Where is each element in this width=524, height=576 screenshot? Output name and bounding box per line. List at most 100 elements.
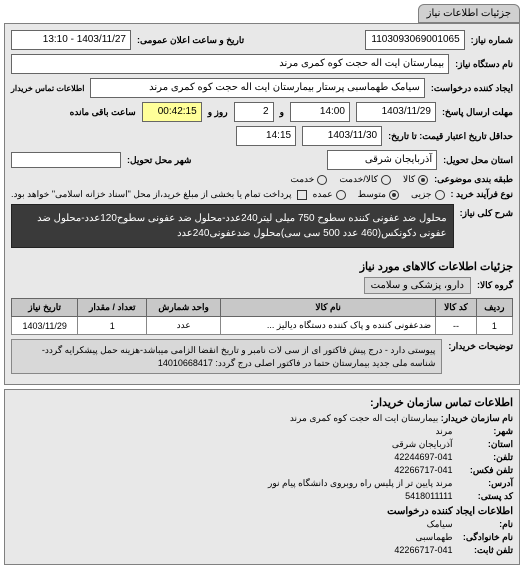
creator-field: سیامک طهماسبی پرستار بیمارستان ایت اله ح… — [90, 78, 424, 98]
tel-val: 42244697-041 — [394, 452, 452, 462]
name-lbl: نام: — [455, 519, 513, 530]
tab-header: جزئیات اطلاعات نیاز — [418, 4, 520, 23]
th-date: تاریخ نیاز — [12, 299, 78, 317]
post-val: 5418011111 — [405, 491, 452, 501]
post-lbl: کد پستی: — [455, 491, 513, 502]
td-code: -- — [436, 317, 477, 335]
radio-kala-khadamat[interactable]: کالا/خدمت — [339, 174, 391, 185]
desc-box: محلول ضد عفونی کننده سطوح 750 میلی لیتر2… — [11, 204, 454, 248]
org-value: بیمارستان ایت اله حجت کوه کمری مرند — [290, 413, 438, 423]
tel-lbl: تلفن: — [455, 452, 513, 463]
min-credit-label: حداقل تاریخ اعتبار قیمت: تا تاریخ: — [388, 131, 513, 142]
days-prefix: و — [280, 107, 284, 118]
addr-val: مرند پایین تر از پلیس راه روبروی دانشگاه… — [268, 478, 452, 488]
device-field: بیمارستان ایت اله حجت کوه کمری مرند — [11, 54, 449, 74]
td-name: ضدعفونی کننده و پاک کننده دستگاه دیالیز … — [221, 317, 436, 335]
province-label: استان محل تحویل: — [443, 155, 513, 166]
items-table: ردیف کد کالا نام کالا واحد شمارش تعداد /… — [11, 298, 513, 335]
td-unit: عدد — [147, 317, 221, 335]
radio-label-medium: متوسط — [358, 189, 386, 200]
radio-kala[interactable]: کالا — [403, 174, 428, 185]
min-credit-time: 14:15 — [236, 126, 296, 146]
device-label: نام دستگاه نیاز: — [455, 59, 513, 70]
deadline-time: 14:00 — [290, 102, 350, 122]
radio-icon — [317, 175, 327, 185]
addr-lbl: آدرس: — [455, 478, 513, 489]
th-qty: تعداد / مقدار — [78, 299, 147, 317]
contact-section: اطلاعات تماس سازمان خریدار: نام سازمان خ… — [4, 389, 520, 565]
city-field — [11, 152, 121, 168]
city-lbl: شهر: — [455, 426, 513, 437]
td-idx: 1 — [476, 317, 512, 335]
radio-icon — [336, 190, 346, 200]
radio-label-kala-khadamat: کالا/خدمت — [339, 174, 378, 185]
desc-label: شرح کلی نیاز: — [460, 208, 513, 219]
th-name: نام کالا — [221, 299, 436, 317]
buyer-contact-label[interactable]: اطلاعات تماس خریدار — [11, 84, 84, 93]
radio-medium[interactable]: متوسط — [358, 189, 399, 200]
radio-icon — [389, 190, 399, 200]
phone-val: 42266717-041 — [394, 545, 452, 555]
contact-city: شهر: مرند — [11, 426, 513, 437]
payment-checkbox[interactable] — [297, 190, 306, 200]
contact-name: نام: سیامک — [11, 519, 513, 530]
note-box: پیوستی دارد - درج پیش فاکتور ای از سی لا… — [11, 339, 442, 374]
commodity-type-label: طبقه بندی موضوعی: — [434, 174, 513, 185]
radio-icon — [418, 175, 428, 185]
td-qty: 1 — [78, 317, 147, 335]
fax-lbl: تلفن فکس: — [455, 465, 513, 476]
creator-label: ایجاد کننده درخواست: — [431, 83, 513, 94]
commodity-type-group: کالا کالا/خدمت خدمت — [290, 174, 428, 185]
contact-phone: تلفن ثابت: 42266717-041 — [11, 545, 513, 556]
family-val: طهماسبی — [415, 532, 452, 542]
org-label: نام سازمان خریدار: — [441, 413, 513, 424]
city-val: مرند — [435, 426, 452, 436]
city-label: شهر محل تحویل: — [127, 155, 191, 166]
process-group: جزیی متوسط عمده — [313, 189, 445, 200]
creator-title: اطلاعات ایجاد کننده درخواست — [11, 506, 513, 517]
radio-label-low: جزیی — [411, 189, 432, 200]
days-after: روز و — [208, 107, 228, 118]
radio-label-kala: کالا — [403, 174, 415, 185]
table-row[interactable]: 1 -- ضدعفونی کننده و پاک کننده دستگاه دی… — [12, 317, 513, 335]
desc-text: محلول ضد عفونی کننده سطوح 750 میلی لیتر2… — [37, 213, 446, 239]
radio-khadamat[interactable]: خدمت — [290, 174, 327, 185]
contact-fax: تلفن فکس: 42266717-041 — [11, 465, 513, 476]
prov-val: آذربایجان شرقی — [392, 439, 453, 449]
province-field: آذربایجان شرقی — [327, 150, 437, 170]
radio-label-high: عمده — [313, 189, 333, 200]
radio-high[interactable]: عمده — [313, 189, 346, 200]
fax-val: 42266717-041 — [394, 465, 452, 475]
name-val: سیامک — [427, 519, 453, 529]
radio-icon — [435, 190, 445, 200]
contact-family: نام خانوادگی: طهماسبی — [11, 532, 513, 543]
th-unit: واحد شمارش — [147, 299, 221, 317]
prov-lbl: استان: — [455, 439, 513, 450]
announce-field: 1403/11/27 - 13:10 — [11, 30, 131, 50]
contact-tel: تلفن: 42244697-041 — [11, 452, 513, 463]
main-panel: شماره نیاز: 1103093069001065 تاریخ و ساع… — [4, 23, 520, 385]
phone-lbl: تلفن ثابت: — [455, 545, 513, 556]
min-credit-date: 1403/11/30 — [302, 126, 382, 146]
items-section-title: جزئیات اطلاعات کالاهای مورد نیاز — [11, 260, 513, 273]
group-label: گروه کالا: — [477, 280, 513, 291]
contact-postcode: کد پستی: 5418011111 — [11, 491, 513, 502]
radio-low[interactable]: جزیی — [411, 189, 445, 200]
days-field: 2 — [234, 102, 274, 122]
th-idx: ردیف — [476, 299, 512, 317]
radio-icon — [381, 175, 391, 185]
contact-title: اطلاعات تماس سازمان خریدار: — [11, 396, 513, 409]
remaining-label: ساعت باقی مانده — [70, 107, 136, 118]
process-label: نوع فرآیند خرید : — [451, 189, 514, 200]
tab-title: جزئیات اطلاعات نیاز — [427, 8, 511, 19]
payment-note: پرداخت تمام یا بخشی از مبلغ خرید،از محل … — [11, 189, 291, 200]
family-lbl: نام خانوادگی: — [455, 532, 513, 543]
td-date: 1403/11/29 — [12, 317, 78, 335]
need-no-label: شماره نیاز: — [471, 35, 513, 46]
contact-address: آدرس: مرند پایین تر از پلیس راه روبروی د… — [11, 478, 513, 489]
note-label: توضیحات خریدار: — [448, 341, 513, 352]
table-header-row: ردیف کد کالا نام کالا واحد شمارش تعداد /… — [12, 299, 513, 317]
deadline-label: مهلت ارسال پاسخ: — [442, 107, 513, 118]
radio-label-khadamat: خدمت — [290, 174, 314, 185]
need-no-field: 1103093069001065 — [365, 30, 465, 50]
